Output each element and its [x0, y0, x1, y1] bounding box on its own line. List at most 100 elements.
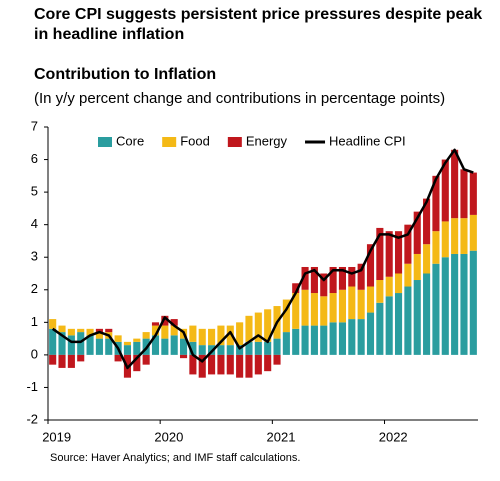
bar [189, 325, 197, 342]
bar [123, 345, 132, 355]
bar [151, 335, 160, 355]
x-tick-label: 2020 [154, 429, 183, 444]
y-tick-label: 1 [31, 314, 38, 329]
legend-label: Energy [246, 133, 288, 148]
bar [357, 263, 365, 290]
bar [67, 328, 75, 336]
bar [161, 338, 169, 355]
y-tick-label: -2 [26, 411, 38, 426]
chart: -2 -1 0 1 2 3 4 5 6 7 2019 2020 2021 2022 Core Food Ener… [26, 118, 478, 444]
bar [189, 354, 197, 375]
bar [105, 328, 113, 333]
bar [86, 335, 94, 355]
bar [292, 293, 300, 329]
bar [451, 253, 459, 355]
bar [273, 354, 281, 365]
bar [170, 325, 178, 336]
bar [217, 345, 225, 355]
bar [404, 224, 412, 264]
bar [432, 263, 440, 355]
bar [77, 354, 85, 362]
bar [441, 257, 449, 355]
bar [301, 266, 309, 290]
bar [366, 244, 375, 287]
bar [366, 312, 375, 355]
bar [413, 211, 421, 254]
bar [254, 312, 262, 342]
bar [273, 338, 281, 355]
bar [95, 338, 103, 355]
bar [310, 293, 318, 326]
bar [236, 354, 244, 378]
bar [133, 354, 141, 372]
bar [469, 250, 477, 355]
bar [254, 341, 262, 355]
bar [310, 266, 318, 294]
bar [161, 325, 169, 339]
bar [67, 354, 75, 368]
y-tick-label: 4 [31, 216, 38, 231]
source-note: Source: Haver Analytics; and IMF staff c… [50, 452, 301, 464]
bar [348, 266, 356, 287]
bar [49, 319, 57, 329]
bar [226, 345, 234, 355]
bar [394, 231, 403, 274]
x-tick-label: 2021 [267, 429, 296, 444]
bar [114, 335, 122, 342]
bar [264, 341, 272, 355]
bar [77, 328, 85, 333]
bar [151, 325, 160, 336]
bar [366, 286, 375, 313]
bar [404, 286, 412, 355]
bar [376, 280, 384, 303]
bar [198, 354, 206, 378]
bar [394, 273, 403, 294]
bar [320, 273, 328, 297]
legend-label: Core [116, 133, 144, 148]
bar [170, 335, 178, 355]
bar [441, 159, 449, 222]
bar [423, 198, 431, 245]
bar [179, 338, 188, 355]
bar [208, 328, 216, 346]
legend-swatch [98, 137, 112, 147]
bar [376, 302, 384, 355]
bar [301, 289, 309, 326]
bar [469, 214, 477, 251]
bar [114, 354, 122, 362]
bar [198, 345, 206, 355]
bar [320, 296, 328, 326]
chart-subtitle: Contribution to Inflation [34, 66, 217, 83]
chart-title: Core CPI suggests persistent price press… [34, 6, 483, 43]
bar [320, 325, 328, 355]
bar [338, 266, 347, 290]
bar [451, 149, 459, 219]
bar [208, 354, 216, 375]
bar [451, 218, 459, 254]
bar [385, 231, 393, 277]
bar [86, 328, 94, 336]
bar [423, 244, 431, 274]
bar [236, 345, 244, 355]
legend-swatch [227, 137, 242, 147]
bar [385, 276, 393, 297]
legend-swatch [162, 137, 177, 147]
bar [161, 315, 169, 326]
bar [357, 289, 365, 320]
bar [441, 221, 449, 258]
bar [264, 354, 272, 372]
bar [301, 325, 309, 355]
bar [469, 172, 477, 215]
bar [105, 338, 113, 355]
bar [432, 231, 440, 264]
y-tick-label: 6 [31, 151, 38, 166]
bar [67, 335, 75, 355]
bar [338, 289, 347, 323]
bar [329, 293, 337, 323]
bar [413, 280, 421, 355]
bar [49, 354, 57, 365]
bar [49, 328, 57, 355]
bar [226, 354, 234, 375]
bar [198, 328, 206, 346]
